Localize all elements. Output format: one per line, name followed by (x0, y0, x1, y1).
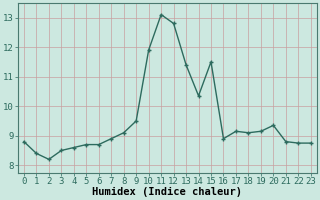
X-axis label: Humidex (Indice chaleur): Humidex (Indice chaleur) (92, 187, 242, 197)
